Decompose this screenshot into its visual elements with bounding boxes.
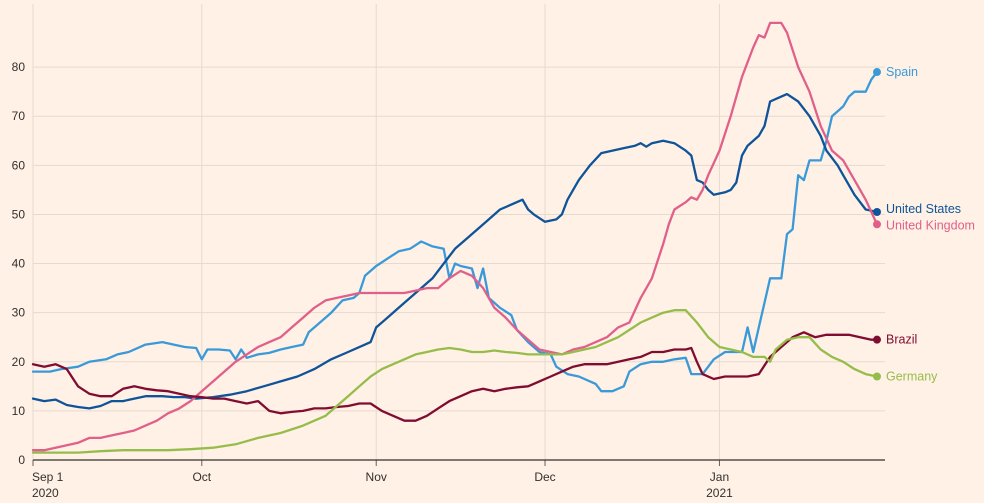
y-tick-label: 30 bbox=[12, 306, 26, 320]
x-tick-label: Sep 1 bbox=[32, 470, 64, 484]
grid-lines bbox=[32, 4, 885, 460]
series-endpoint-brazil bbox=[873, 335, 881, 344]
x-tick-label-year: 2020 bbox=[32, 486, 59, 500]
series-label-united-kingdom: United Kingdom bbox=[886, 218, 975, 232]
series-labels: Spain United States United Kingdom Brazil Ge… bbox=[886, 65, 975, 383]
y-tick-label: 50 bbox=[12, 207, 26, 221]
x-axis: Sep 1 2020 Oct Nov Dec Jan 2021 bbox=[32, 459, 885, 500]
y-axis: 0 10 20 30 40 50 60 70 80 bbox=[12, 60, 26, 467]
y-tick-label: 70 bbox=[12, 109, 26, 123]
series-label-united-states: United States bbox=[886, 202, 961, 216]
y-tick-label: 80 bbox=[12, 60, 26, 74]
series-line-germany bbox=[31, 309, 879, 454]
series-lines bbox=[31, 21, 881, 454]
x-tick-label: Oct bbox=[192, 470, 211, 484]
x-tick-label: Dec bbox=[534, 470, 555, 484]
series-label-spain: Spain bbox=[886, 65, 918, 79]
series-endpoint-united-kingdom bbox=[873, 220, 881, 229]
y-tick-label: 40 bbox=[12, 257, 26, 271]
y-tick-label: 20 bbox=[12, 355, 26, 369]
x-tick-label: Nov bbox=[366, 470, 387, 484]
series-label-germany: Germany bbox=[886, 370, 938, 384]
series-line-united-states bbox=[31, 92, 879, 410]
y-tick-label: 10 bbox=[12, 404, 26, 418]
series-line-spain bbox=[31, 70, 879, 393]
series-line-united-kingdom bbox=[31, 21, 879, 452]
x-tick-label-year: 2021 bbox=[706, 486, 733, 500]
y-tick-label: 60 bbox=[12, 158, 26, 172]
series-endpoint-united-states bbox=[873, 207, 881, 216]
series-endpoint-spain bbox=[873, 68, 881, 77]
x-tick-label: Jan bbox=[710, 470, 729, 484]
series-label-brazil: Brazil bbox=[886, 333, 917, 347]
series-line-brazil bbox=[31, 331, 879, 422]
series-endpoint-germany bbox=[873, 372, 881, 381]
y-tick-label: 0 bbox=[18, 453, 25, 467]
